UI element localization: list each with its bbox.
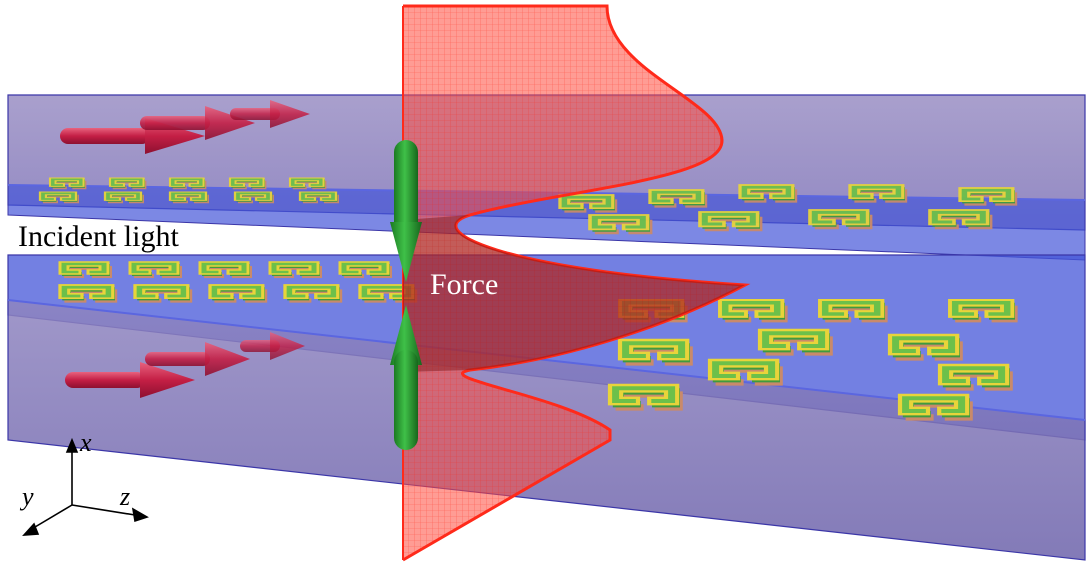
force-label: Force (430, 268, 499, 301)
light-arrow (145, 342, 250, 376)
axis-x-label: x (80, 428, 92, 457)
force-arrow-up (390, 305, 422, 450)
light-arrow (240, 332, 305, 360)
coordinate-axes (22, 437, 149, 536)
light-arrow (140, 106, 255, 140)
upper-incident-arrows (60, 100, 310, 154)
z-axis-line (71, 504, 136, 516)
y-axis-line (29, 504, 73, 531)
x-axis-arrowhead (65, 437, 79, 453)
light-arrow (65, 362, 195, 398)
axis-z-label: z (120, 482, 131, 511)
y-axis-arrowhead (22, 522, 40, 536)
force-arrows (390, 140, 422, 450)
force-profile-sheet (402, 4, 751, 562)
incident-light-label: Incident light (18, 220, 179, 253)
light-arrow (230, 100, 310, 128)
force-arrow-down (390, 140, 422, 282)
lower-incident-arrows (65, 332, 305, 398)
z-axis-arrowhead (131, 507, 149, 523)
axis-y-label: y (22, 482, 34, 511)
